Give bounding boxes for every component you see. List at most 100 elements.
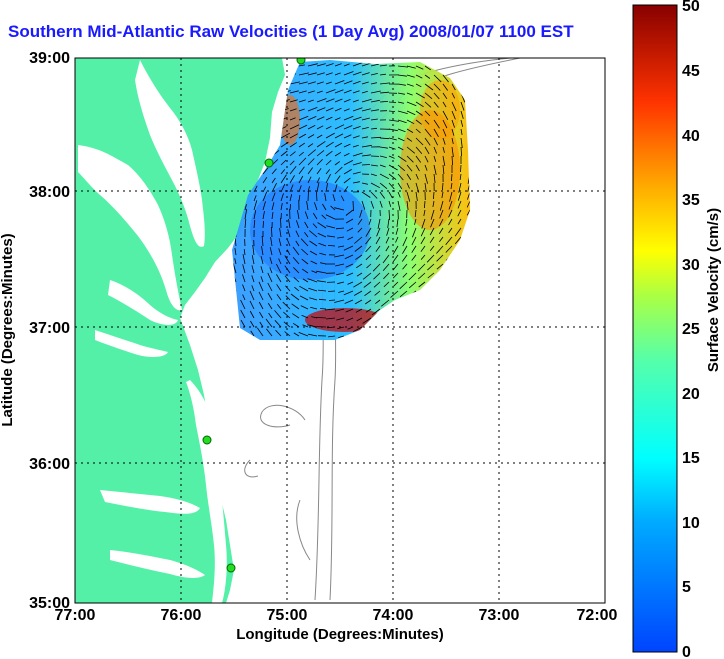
velocity-vector bbox=[426, 254, 435, 263]
velocity-vector bbox=[325, 214, 336, 220]
velocity-vector bbox=[267, 282, 273, 292]
velocity-vector bbox=[379, 91, 390, 94]
velocity-vector bbox=[325, 160, 332, 166]
map-title: Southern Mid-Atlantic Raw Velocities (1 … bbox=[8, 22, 574, 41]
velocity-vector bbox=[334, 63, 342, 67]
velocity-vector bbox=[451, 137, 454, 144]
velocity-vector bbox=[406, 137, 413, 142]
grid-lines bbox=[75, 58, 605, 603]
velocity-vector bbox=[433, 146, 437, 154]
velocity-vector bbox=[421, 218, 426, 229]
velocity-vector bbox=[298, 151, 304, 157]
velocity-vector bbox=[395, 236, 399, 243]
velocity-vector bbox=[271, 182, 277, 193]
velocity-vector bbox=[298, 108, 305, 112]
velocity-vector bbox=[271, 212, 274, 220]
velocity-vector bbox=[379, 200, 383, 208]
velocity-vector bbox=[316, 182, 320, 193]
velocity-vector bbox=[442, 146, 445, 153]
velocity-vector bbox=[379, 146, 388, 149]
velocity-vector bbox=[261, 246, 264, 256]
velocity-vector bbox=[436, 263, 444, 270]
velocity-vector bbox=[334, 133, 344, 139]
velocity-vector bbox=[347, 281, 354, 285]
x-tick-label: 72:00 bbox=[577, 607, 618, 624]
velocity-vector bbox=[392, 254, 399, 263]
station-marker bbox=[264, 158, 274, 168]
velocity-vector bbox=[433, 92, 440, 100]
velocity-vector bbox=[406, 83, 414, 87]
velocity-vector bbox=[292, 322, 300, 328]
velocity-vector bbox=[319, 252, 327, 256]
velocity-vector bbox=[430, 209, 435, 220]
colorbar-tick-label: 40 bbox=[682, 128, 700, 145]
velocity-vector bbox=[408, 272, 417, 281]
velocity-vector bbox=[357, 218, 363, 225]
velocity-vector bbox=[451, 119, 455, 128]
velocity-vector bbox=[317, 232, 327, 238]
velocity-vector bbox=[415, 191, 418, 201]
velocity-vector bbox=[379, 173, 389, 180]
velocity-vector bbox=[379, 73, 386, 76]
y-axis-label: Latitude (Degrees:Minutes) bbox=[0, 233, 16, 426]
velocity-vector bbox=[448, 218, 453, 226]
velocity-vector bbox=[262, 211, 265, 220]
velocity-vector bbox=[388, 209, 390, 221]
velocity-vector bbox=[432, 200, 435, 207]
velocity-vector bbox=[334, 184, 338, 193]
velocity-vector bbox=[292, 256, 300, 265]
velocity-vector bbox=[316, 150, 325, 157]
velocity-vector bbox=[460, 128, 463, 135]
velocity-vector bbox=[352, 200, 354, 212]
velocity-vector bbox=[308, 287, 318, 292]
velocity-vector bbox=[316, 90, 323, 94]
velocity-vector bbox=[244, 218, 247, 229]
velocity-vector bbox=[420, 254, 426, 260]
velocity-vector bbox=[439, 200, 444, 211]
velocity-vector bbox=[250, 320, 255, 328]
velocity-vector bbox=[321, 214, 327, 220]
velocity-vector bbox=[415, 74, 423, 79]
velocity-vector bbox=[365, 236, 372, 245]
colorbar-tick-label: 0 bbox=[682, 644, 691, 659]
velocity-vector bbox=[414, 218, 417, 225]
velocity-vector bbox=[438, 227, 444, 235]
velocity-vector bbox=[338, 335, 345, 338]
x-tick-label: 76:00 bbox=[161, 607, 202, 624]
velocity-vector bbox=[347, 236, 354, 240]
velocity-vector bbox=[433, 164, 437, 175]
velocity-vector bbox=[388, 146, 396, 150]
y-tick-label: 35:00 bbox=[29, 595, 70, 612]
velocity-vector bbox=[297, 210, 300, 220]
velocity-vector bbox=[370, 90, 381, 94]
velocity-vector bbox=[343, 89, 352, 94]
velocity-vector bbox=[325, 116, 333, 121]
velocity-vector bbox=[466, 200, 470, 208]
velocity-vector bbox=[334, 107, 342, 112]
velocity-vector bbox=[414, 209, 417, 218]
velocity-vector bbox=[242, 284, 246, 292]
velocity-vector bbox=[250, 330, 255, 337]
velocity-vector bbox=[448, 200, 453, 210]
velocity-vector bbox=[325, 125, 332, 130]
velocity-vector bbox=[352, 90, 360, 94]
velocity-vector bbox=[352, 135, 360, 139]
velocity-vector bbox=[293, 332, 300, 337]
velocity-vector bbox=[289, 90, 299, 94]
velocity-vector bbox=[370, 82, 377, 85]
velocity-vector bbox=[361, 164, 371, 166]
velocity-vector bbox=[338, 290, 345, 293]
velocity-vector bbox=[328, 335, 336, 338]
velocity-vector bbox=[375, 254, 381, 260]
velocity-vector bbox=[274, 310, 282, 319]
velocity-vector bbox=[404, 227, 408, 234]
velocity-vector bbox=[316, 81, 324, 85]
station-marker bbox=[226, 563, 236, 573]
velocity-vector bbox=[334, 161, 341, 166]
velocity-vector bbox=[337, 326, 345, 330]
velocity-vector bbox=[240, 299, 246, 310]
velocity-vector bbox=[265, 318, 273, 328]
velocity-vector bbox=[370, 99, 380, 103]
velocity-vector bbox=[340, 195, 345, 202]
velocity-vector bbox=[243, 249, 246, 256]
